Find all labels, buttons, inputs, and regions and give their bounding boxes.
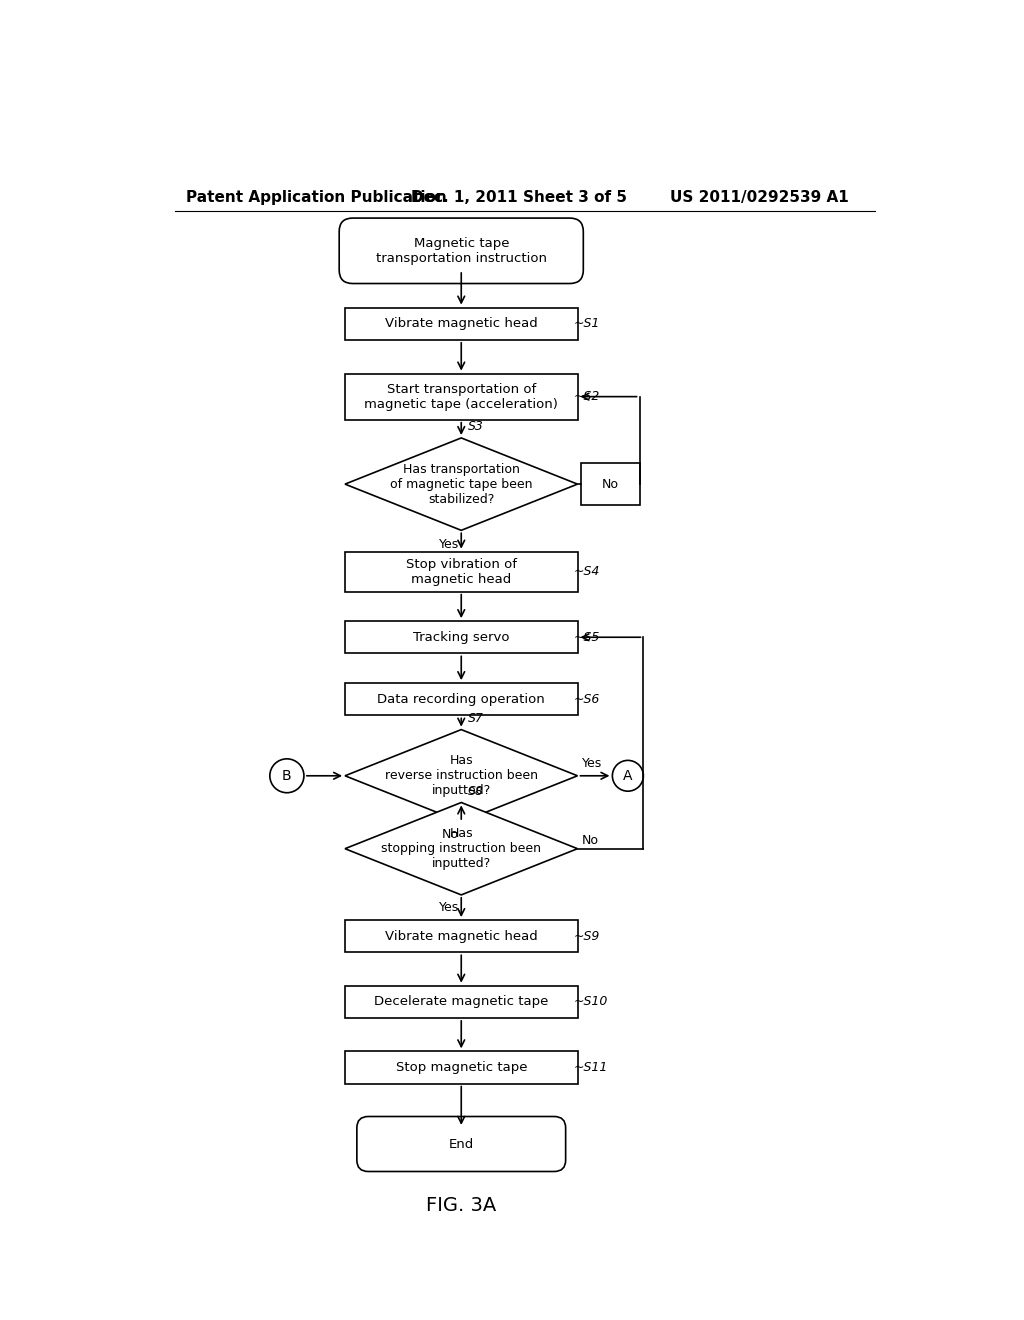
Text: No: No [442, 828, 459, 841]
Text: FIG. 3A: FIG. 3A [426, 1196, 497, 1216]
Text: Decelerate magnetic tape: Decelerate magnetic tape [374, 995, 549, 1008]
Bar [345, 308, 578, 339]
Text: Dec. 1, 2011: Dec. 1, 2011 [411, 190, 517, 205]
Text: S7: S7 [467, 711, 483, 725]
Text: A: A [624, 768, 633, 783]
Text: S8: S8 [467, 785, 483, 797]
Text: Stop vibration of
magnetic head: Stop vibration of magnetic head [406, 557, 517, 586]
Text: Has
reverse instruction been
inputted?: Has reverse instruction been inputted? [385, 754, 538, 797]
Text: Magnetic tape
transportation instruction: Magnetic tape transportation instruction [376, 236, 547, 265]
Text: S3: S3 [467, 420, 483, 433]
Text: B: B [282, 768, 292, 783]
Bar [345, 374, 578, 420]
Text: Stop magnetic tape: Stop magnetic tape [395, 1061, 527, 1074]
Text: Yes: Yes [438, 900, 459, 913]
Text: No: No [602, 478, 618, 491]
Text: No: No [583, 834, 599, 847]
Bar [345, 682, 578, 715]
Bar [582, 463, 640, 506]
Text: ~S2: ~S2 [573, 391, 600, 403]
Bar [345, 1051, 578, 1084]
Text: Has
stopping instruction been
inputted?: Has stopping instruction been inputted? [381, 828, 542, 870]
Text: End: End [449, 1138, 474, 1151]
FancyBboxPatch shape [356, 1117, 565, 1171]
Text: US 2011/0292539 A1: US 2011/0292539 A1 [671, 190, 849, 205]
FancyBboxPatch shape [339, 218, 584, 284]
Bar [345, 986, 578, 1018]
Text: Sheet 3 of 5: Sheet 3 of 5 [523, 190, 628, 205]
Text: ~S5: ~S5 [573, 631, 600, 644]
Text: Vibrate magnetic head: Vibrate magnetic head [385, 317, 538, 330]
Bar [345, 920, 578, 952]
Bar [345, 622, 578, 653]
Text: Yes: Yes [583, 756, 602, 770]
Polygon shape [345, 438, 578, 531]
Bar [345, 552, 578, 591]
Text: ~S4: ~S4 [573, 565, 600, 578]
Polygon shape [345, 803, 578, 895]
Text: ~S6: ~S6 [573, 693, 600, 706]
Text: Yes: Yes [438, 537, 459, 550]
Polygon shape [345, 730, 578, 822]
Text: Tracking servo: Tracking servo [413, 631, 510, 644]
Text: ~S11: ~S11 [573, 1061, 608, 1074]
Text: Vibrate magnetic head: Vibrate magnetic head [385, 929, 538, 942]
Text: Data recording operation: Data recording operation [378, 693, 545, 706]
Text: ~S1: ~S1 [573, 317, 600, 330]
Text: ~S10: ~S10 [573, 995, 608, 1008]
Text: Patent Application Publication: Patent Application Publication [186, 190, 446, 205]
Text: ~S9: ~S9 [573, 929, 600, 942]
Text: Start transportation of
magnetic tape (acceleration): Start transportation of magnetic tape (a… [365, 383, 558, 411]
Text: Has transportation
of magnetic tape been
stabilized?: Has transportation of magnetic tape been… [390, 462, 532, 506]
